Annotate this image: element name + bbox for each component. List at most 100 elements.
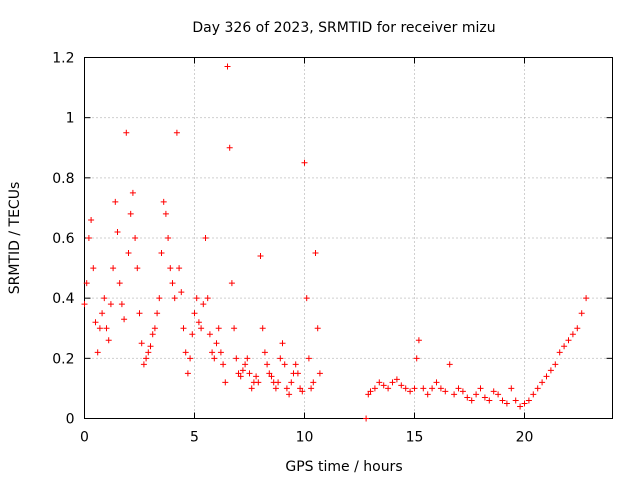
data-point [213, 340, 220, 347]
x-axis: 0 5 10 15 20 [80, 57, 533, 446]
data-point [312, 250, 319, 257]
data-point [275, 379, 282, 386]
data-point [101, 295, 108, 302]
data-point [215, 325, 222, 332]
data-point [503, 400, 510, 407]
data-point [385, 385, 392, 392]
data-point [211, 355, 218, 362]
data-point [114, 228, 121, 235]
data-point [477, 385, 484, 392]
data-point [233, 355, 240, 362]
data-point [583, 295, 590, 302]
data-point [543, 373, 550, 380]
data-point [167, 265, 174, 272]
data-point [226, 144, 233, 151]
x-axis-label: GPS time / hours [285, 459, 402, 475]
data-point [107, 301, 114, 308]
data-point [402, 385, 409, 392]
data-point [143, 355, 150, 362]
data-point [204, 295, 211, 302]
data-point [376, 379, 383, 386]
data-point [110, 265, 117, 272]
data-points [81, 63, 590, 422]
data-point [539, 379, 546, 386]
data-point [413, 355, 420, 362]
x-tick-label: 10 [296, 430, 314, 446]
data-point [459, 388, 466, 395]
data-point [525, 397, 532, 404]
data-point [277, 355, 284, 362]
data-point [365, 391, 372, 398]
data-point [85, 235, 92, 241]
y-tick-label: 0.6 [52, 231, 74, 247]
data-point [371, 385, 378, 392]
data-point [149, 331, 156, 338]
data-point [239, 367, 246, 374]
chart-title: Day 326 of 2023, SRMTID for receiver miz… [192, 20, 495, 36]
data-point [363, 415, 370, 422]
data-point [495, 391, 502, 398]
data-point [556, 349, 563, 356]
data-point [140, 361, 147, 368]
data-point [176, 265, 183, 272]
data-point [446, 361, 453, 368]
data-point [180, 325, 187, 332]
data-point [464, 394, 471, 401]
data-point [160, 198, 167, 205]
data-point [490, 388, 497, 395]
data-point [217, 349, 224, 356]
data-point [220, 361, 227, 368]
data-point [200, 301, 207, 308]
data-point [103, 325, 110, 332]
data-point [297, 385, 304, 392]
data-point [165, 235, 172, 241]
data-point [552, 361, 559, 368]
data-point [569, 331, 576, 338]
data-point [266, 370, 273, 377]
data-point [187, 355, 194, 362]
data-point [92, 319, 99, 326]
data-point [88, 216, 95, 223]
y-tick-label: 0 [66, 412, 75, 428]
data-point [171, 295, 178, 302]
data-point [147, 343, 154, 350]
y-axis: 0 0.2 0.4 0.6 0.8 1 1.2 [52, 51, 613, 428]
data-point [242, 361, 249, 368]
data-point [246, 370, 253, 377]
data-point [508, 385, 515, 392]
x-tick-label: 0 [80, 430, 89, 446]
data-point [129, 189, 136, 196]
data-point [134, 265, 141, 272]
grid-lines [84, 57, 613, 419]
data-point [407, 388, 414, 395]
data-point [235, 370, 242, 377]
data-point [288, 379, 295, 386]
data-point [481, 394, 488, 401]
data-point [136, 310, 143, 317]
data-point [415, 337, 422, 344]
data-point [116, 280, 123, 287]
data-point [125, 250, 132, 257]
data-point [283, 385, 290, 392]
data-point [224, 63, 231, 70]
data-point [272, 385, 279, 392]
data-point [264, 361, 271, 368]
data-point [429, 385, 436, 392]
data-point [96, 325, 103, 332]
data-point [547, 367, 554, 374]
data-point [574, 325, 581, 332]
data-point [442, 388, 449, 395]
data-point [169, 280, 176, 287]
data-point [578, 310, 585, 317]
data-point [303, 295, 310, 302]
data-point [512, 397, 519, 404]
data-point [301, 159, 308, 166]
data-point [451, 391, 458, 398]
data-point [145, 349, 152, 356]
data-point [209, 349, 216, 356]
data-point [294, 370, 301, 377]
data-point [517, 403, 524, 410]
data-point [94, 349, 101, 356]
data-point [193, 295, 200, 302]
data-point [237, 373, 244, 380]
